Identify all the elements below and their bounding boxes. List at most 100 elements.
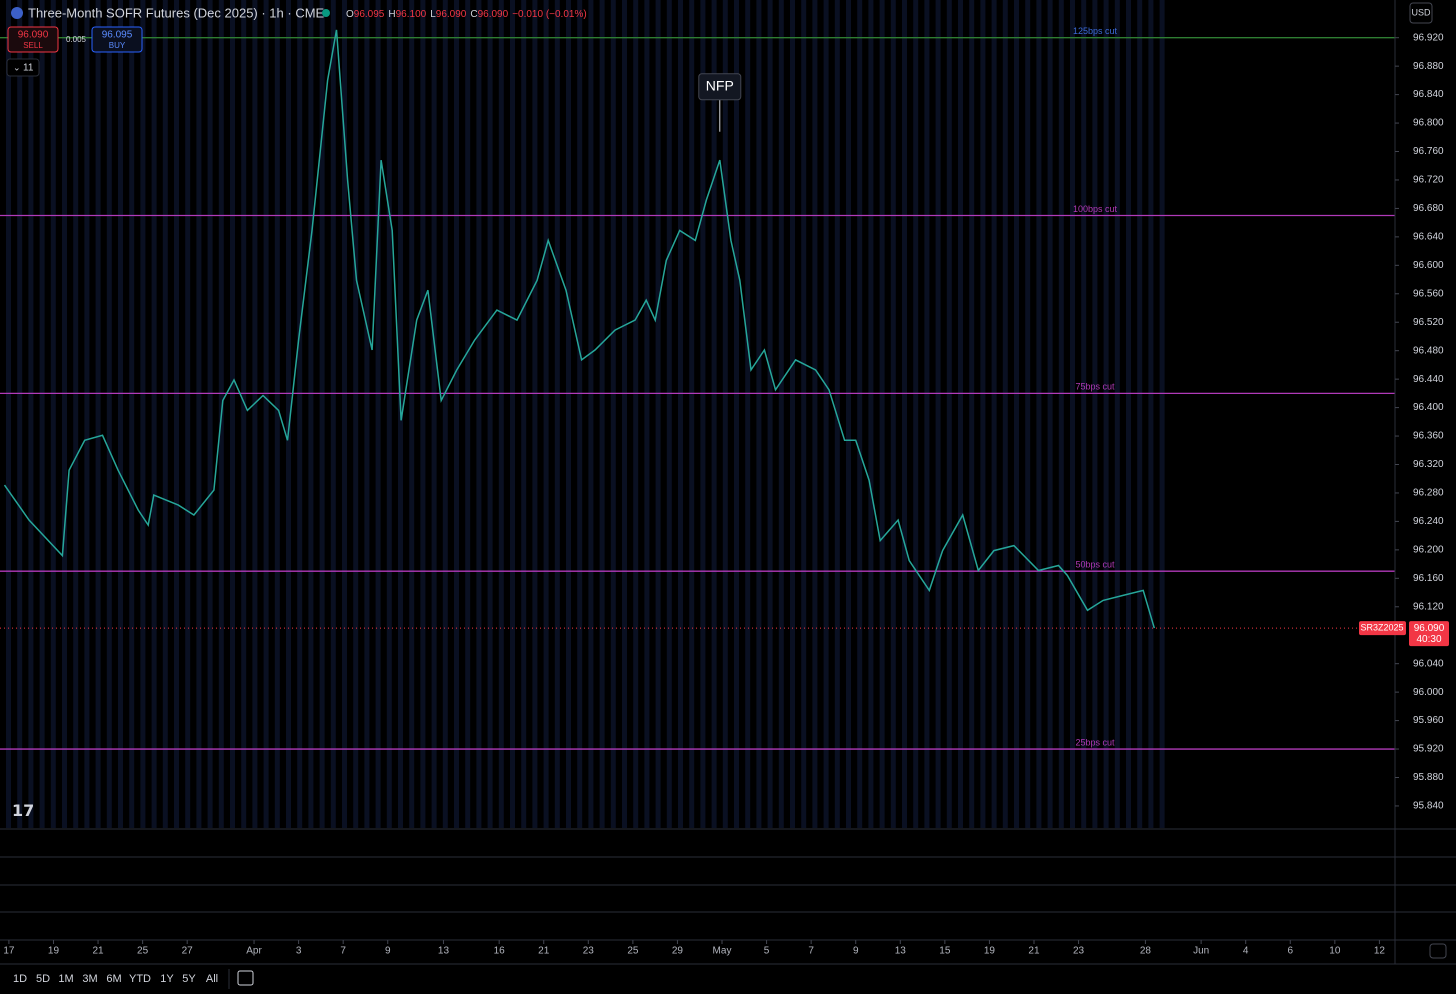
x-tick-label: 9 xyxy=(853,946,859,957)
y-tick-label: 96.800 xyxy=(1413,118,1444,129)
session-stripe xyxy=(846,0,851,828)
session-stripe xyxy=(17,0,23,828)
session-stripe xyxy=(1036,0,1042,828)
session-stripe xyxy=(1148,0,1154,828)
x-tick-label: 4 xyxy=(1243,946,1249,957)
session-stripe xyxy=(465,0,471,828)
symbol-title[interactable]: Three-Month SOFR Futures (Dec 2025) · 1h… xyxy=(28,5,325,20)
price-tag-label: 96.090 xyxy=(1414,623,1445,634)
timeframe-button[interactable]: 1D xyxy=(13,973,27,985)
session-stripe xyxy=(84,0,90,828)
session-stripe xyxy=(588,0,594,828)
sell-price: 96.090 xyxy=(18,30,49,41)
y-tick-label: 96.840 xyxy=(1413,89,1444,100)
level-label: 25bps cut xyxy=(1075,737,1115,747)
y-tick-label: 95.840 xyxy=(1413,801,1444,812)
timeframe-button[interactable]: 1M xyxy=(58,973,73,985)
session-stripe xyxy=(689,0,695,828)
scroll-button[interactable] xyxy=(1429,943,1447,959)
x-tick-label: 17 xyxy=(3,946,15,957)
y-tick-label: 96.720 xyxy=(1413,175,1444,186)
session-stripe xyxy=(1103,0,1109,828)
session-stripe xyxy=(1002,0,1008,828)
ohlc-key: C xyxy=(470,9,477,20)
session-stripe xyxy=(1070,0,1075,828)
x-tick-label: May xyxy=(713,946,732,957)
chevron: ⌄ xyxy=(13,62,21,72)
y-tick-label: 96.280 xyxy=(1413,488,1444,499)
timeframe-button[interactable]: 3M xyxy=(82,973,97,985)
ohlc-key: O xyxy=(346,9,354,20)
sell-button[interactable] xyxy=(7,26,59,53)
indicators-count: 11 xyxy=(23,63,34,74)
session-stripe xyxy=(666,0,672,828)
session-stripe xyxy=(644,0,650,828)
session-stripe xyxy=(868,0,874,828)
session-stripe xyxy=(1047,0,1053,828)
ohlc-legend: O96.095 H96.100 L96.090 C96.090 −0.010 (−0.0… xyxy=(346,9,587,20)
session-stripe xyxy=(431,0,437,828)
y-tick-label: 96.360 xyxy=(1413,431,1444,442)
session-stripe xyxy=(39,0,45,828)
change: −0.010 (−0.01%) xyxy=(512,9,587,20)
session-stripe xyxy=(745,0,751,828)
session-stripe xyxy=(610,0,616,828)
y-tick-label: 96.880 xyxy=(1413,61,1444,72)
y-tick-label: 96.520 xyxy=(1413,317,1444,328)
x-tick-label: 21 xyxy=(1028,946,1040,957)
session-stripe xyxy=(95,0,101,828)
session-stripe xyxy=(207,0,213,828)
session-stripe xyxy=(566,0,571,828)
x-tick-label: 23 xyxy=(583,946,595,957)
buy-label: BUY xyxy=(109,41,126,50)
session-stripe xyxy=(162,0,168,828)
currency-button[interactable] xyxy=(1409,2,1433,24)
timeframe-button[interactable]: 1Y xyxy=(160,973,174,985)
y-tick-label: 96.040 xyxy=(1413,658,1444,669)
x-tick-label: 23 xyxy=(1073,946,1085,957)
session-stripe xyxy=(386,0,392,828)
date-range-icon[interactable] xyxy=(237,970,254,986)
session-stripe xyxy=(353,0,359,828)
session-stripe xyxy=(543,0,549,828)
session-stripe xyxy=(1114,0,1120,828)
x-tick-label: 19 xyxy=(984,946,996,957)
x-tick-label: 7 xyxy=(340,946,346,957)
session-stripe xyxy=(196,0,202,828)
session-stripe xyxy=(1025,0,1031,828)
x-tick-label: 16 xyxy=(494,946,506,957)
session-stripe xyxy=(498,0,504,828)
session-stripe xyxy=(62,0,67,828)
session-stripe xyxy=(857,0,863,828)
timeframe-button[interactable]: 6M xyxy=(106,973,121,985)
session-stripe xyxy=(834,0,840,828)
session-stripe xyxy=(1126,0,1131,828)
session-stripe xyxy=(50,0,56,828)
session-stripe xyxy=(890,0,896,828)
spread: 0.005 xyxy=(66,35,87,44)
y-tick-label: 96.480 xyxy=(1413,345,1444,356)
x-tick-label: 5 xyxy=(764,946,770,957)
session-stripe xyxy=(510,0,515,828)
timeframe-button[interactable]: 5D xyxy=(36,973,50,985)
session-stripe xyxy=(980,0,986,828)
buy-button[interactable] xyxy=(91,26,143,53)
session-stripe xyxy=(106,0,112,828)
session-stripe xyxy=(286,0,291,828)
x-tick-label: 12 xyxy=(1374,946,1386,957)
level-label: 50bps cut xyxy=(1075,560,1115,570)
symbol-tag-label: SR3Z2025 xyxy=(1360,622,1403,632)
timeframe-button[interactable]: All xyxy=(206,973,218,985)
timeframe-button[interactable]: YTD xyxy=(129,973,151,985)
timeframe-button[interactable]: 5Y xyxy=(182,973,196,985)
session-stripe xyxy=(801,0,807,828)
buy-price: 96.095 xyxy=(102,30,133,41)
session-stripe xyxy=(230,0,235,828)
ohlc-key: H xyxy=(388,9,395,20)
session-stripe xyxy=(734,0,739,828)
x-tick-label: 7 xyxy=(808,946,814,957)
indicators-toggle[interactable] xyxy=(6,58,40,77)
logo: 𝟭𝟳 xyxy=(12,803,34,820)
